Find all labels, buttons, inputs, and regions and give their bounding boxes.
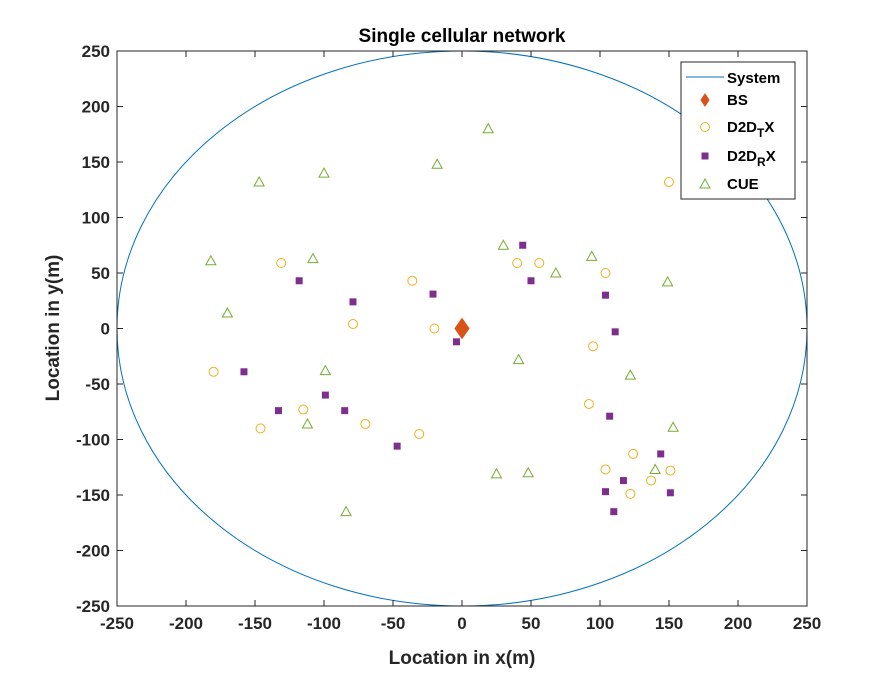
legend-marker-bs [700, 93, 710, 107]
x-axis: -250 -200 -150 -100 -50 0 50 100 150 200 250 [100, 51, 821, 633]
point-d2drx [519, 241, 527, 249]
point-d2dtx [600, 268, 611, 278]
point-d2dtx [276, 258, 287, 269]
x-tick-label: -250 [100, 614, 134, 633]
x-tick-label: 100 [586, 614, 614, 633]
point-cue [512, 353, 525, 365]
chart-title: Single cellular network [359, 26, 566, 47]
point-cue [431, 158, 444, 169]
point-cue [497, 239, 510, 250]
y-axis-label: Location in y(m) [43, 255, 64, 402]
point-d2drx [452, 338, 460, 346]
x-tick-label: -50 [381, 614, 406, 633]
point-cue [490, 467, 503, 479]
point-bs [454, 317, 470, 340]
point-cue [318, 167, 330, 178]
y-tick-label: -150 [76, 486, 110, 505]
point-d2drx [429, 290, 437, 298]
legend-label-system: System [727, 70, 780, 87]
point-d2dtx [665, 465, 676, 476]
point-cue [204, 254, 217, 266]
point-d2dtx [414, 428, 425, 439]
point-d2drx [295, 277, 303, 285]
point-cue [340, 505, 352, 517]
point-d2dtx [600, 464, 611, 475]
x-tick-label: 150 [655, 614, 683, 633]
point-d2drx [527, 277, 535, 285]
point-d2dtx [588, 341, 599, 352]
point-d2dtx [407, 275, 418, 286]
y-tick-label: 100 [82, 209, 110, 228]
point-d2dtx [646, 475, 657, 486]
point-d2drx [240, 368, 248, 376]
y-tick-label: -200 [76, 542, 110, 561]
y-tick-label: 150 [82, 153, 110, 172]
point-cue [549, 266, 562, 278]
legend-box [680, 61, 796, 200]
x-tick-label: -200 [169, 614, 203, 633]
point-d2drx [349, 298, 357, 306]
point-d2drx [610, 508, 618, 516]
point-cue [319, 364, 332, 376]
point-cue [482, 122, 495, 134]
y-tick-label: 200 [82, 98, 110, 117]
legend-label-bs: BS [727, 92, 748, 109]
point-d2dtx [664, 176, 674, 187]
x-tick-label: 50 [522, 614, 541, 633]
point-d2drx [602, 291, 610, 299]
point-d2drx [274, 407, 282, 415]
x-tick-label: 250 [793, 614, 821, 633]
y-axis: -250 -200 -150 -100 -50 0 50 100 150 200 250 [76, 42, 807, 616]
point-cue [649, 463, 662, 474]
point-d2drx [606, 412, 614, 420]
legend-marker-d2drx [701, 152, 709, 160]
legend-label-cue: CUE [727, 176, 759, 193]
x-tick-label: 0 [457, 614, 466, 633]
point-d2drx [666, 489, 674, 497]
point-d2drx [611, 328, 619, 336]
y-tick-label: 50 [91, 264, 110, 283]
point-d2drx [657, 450, 665, 458]
point-d2drx [393, 442, 401, 450]
data-points [204, 122, 679, 517]
point-d2dtx [298, 404, 309, 415]
point-d2drx [341, 407, 349, 415]
point-d2dtx [583, 398, 594, 409]
legend-marker-d2dtx [700, 122, 710, 132]
point-cue [301, 417, 314, 429]
x-tick-label: -100 [307, 614, 341, 633]
point-d2drx [602, 488, 610, 496]
legend-marker-cue [699, 177, 711, 189]
y-tick-label: 0 [101, 320, 110, 339]
y-tick-label: 250 [82, 42, 110, 61]
point-d2drx [619, 477, 627, 485]
point-d2dtx [628, 448, 639, 459]
point-d2dtx [360, 418, 371, 429]
point-cue [624, 369, 637, 380]
point-cue [661, 275, 674, 287]
point-d2dtx [255, 423, 266, 434]
point-cue [522, 466, 535, 478]
point-cue [253, 175, 265, 187]
point-d2dtx [534, 258, 545, 269]
point-cue [667, 421, 679, 432]
point-cue [221, 306, 234, 318]
y-tick-label: -50 [85, 375, 110, 394]
point-d2drx [321, 391, 329, 399]
point-d2dtx [347, 319, 358, 330]
y-tick-label: -250 [76, 597, 110, 616]
point-cue [585, 250, 598, 261]
point-d2dtx [429, 323, 440, 334]
point-d2dtx [625, 488, 636, 499]
y-tick-label: -100 [76, 431, 110, 450]
point-cue [307, 252, 319, 264]
point-d2dtx [208, 366, 219, 377]
x-axis-label: Location in x(m) [389, 648, 536, 669]
x-tick-label: 200 [724, 614, 752, 633]
point-d2dtx [512, 258, 523, 269]
x-tick-label: -150 [238, 614, 272, 633]
